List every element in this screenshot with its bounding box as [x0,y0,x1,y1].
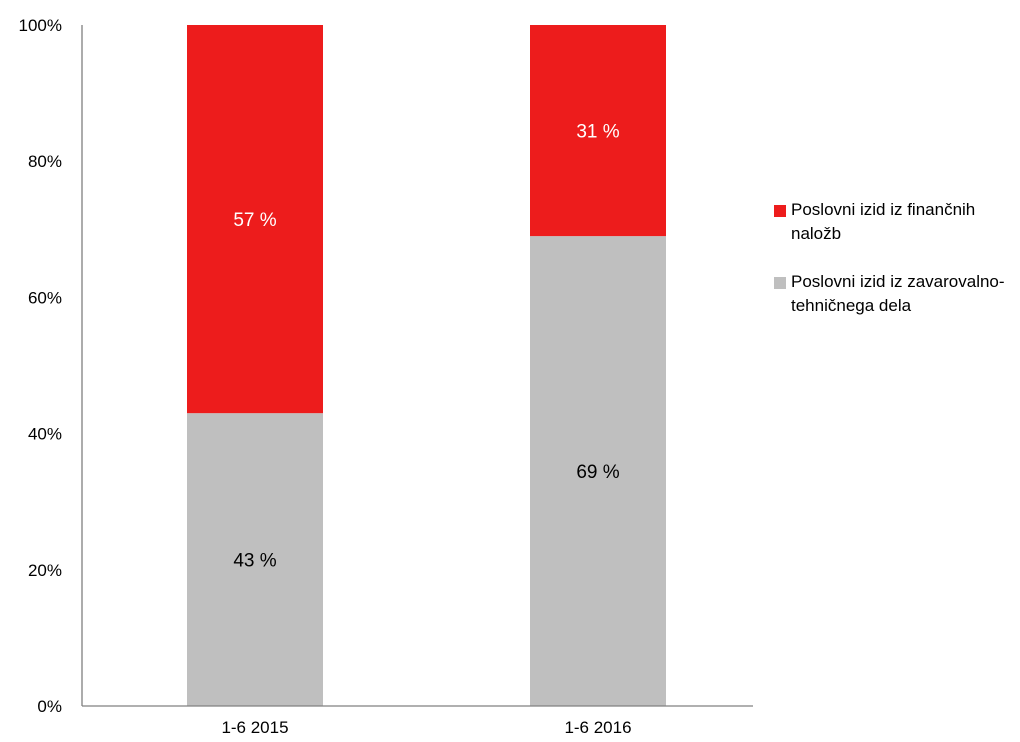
data-label-technical: 43 % [233,551,276,572]
data-label-technical: 69 % [576,462,619,483]
legend-swatch-technical [774,277,786,289]
y-tick-label: 20% [28,561,62,580]
bar-segment-financial [187,25,323,414]
legend-label-financial: Poslovni izid iz finančnih naložb [791,200,976,243]
y-tick-label: 100% [19,16,62,35]
data-label-financial: 31 % [576,122,619,143]
legend-label-technical: Poslovni izid iz zavarovalno-tehničnega … [791,272,1005,315]
bar-segment-financial [530,25,666,237]
x-tick-labels-group: 1-6 2015 1-6 2016 [221,718,631,737]
x-tick-label: 1-6 2015 [221,718,288,737]
bars-group [187,25,666,707]
data-labels-group: 43 % 57 % 69 % 31 % [233,122,619,572]
bar-segment-technical [187,413,323,706]
y-tick-label: 40% [28,425,62,444]
data-label-financial: 57 % [233,210,276,231]
legend-item-technical: Poslovni izid iz zavarovalno-tehničnega … [774,270,1019,318]
x-tick-label: 1-6 2016 [564,718,631,737]
y-tick-label: 60% [28,288,62,307]
legend: Poslovni izid iz finančnih naložb Poslov… [774,198,1019,342]
y-tick-label: 80% [28,152,62,171]
y-tick-label: 0% [37,697,62,716]
legend-swatch-financial [774,205,786,217]
legend-item-financial: Poslovni izid iz finančnih naložb [774,198,1019,246]
y-tick-labels-group: 0% 20% 40% 60% 80% 100% [19,16,62,716]
bar-segment-technical [530,236,666,707]
